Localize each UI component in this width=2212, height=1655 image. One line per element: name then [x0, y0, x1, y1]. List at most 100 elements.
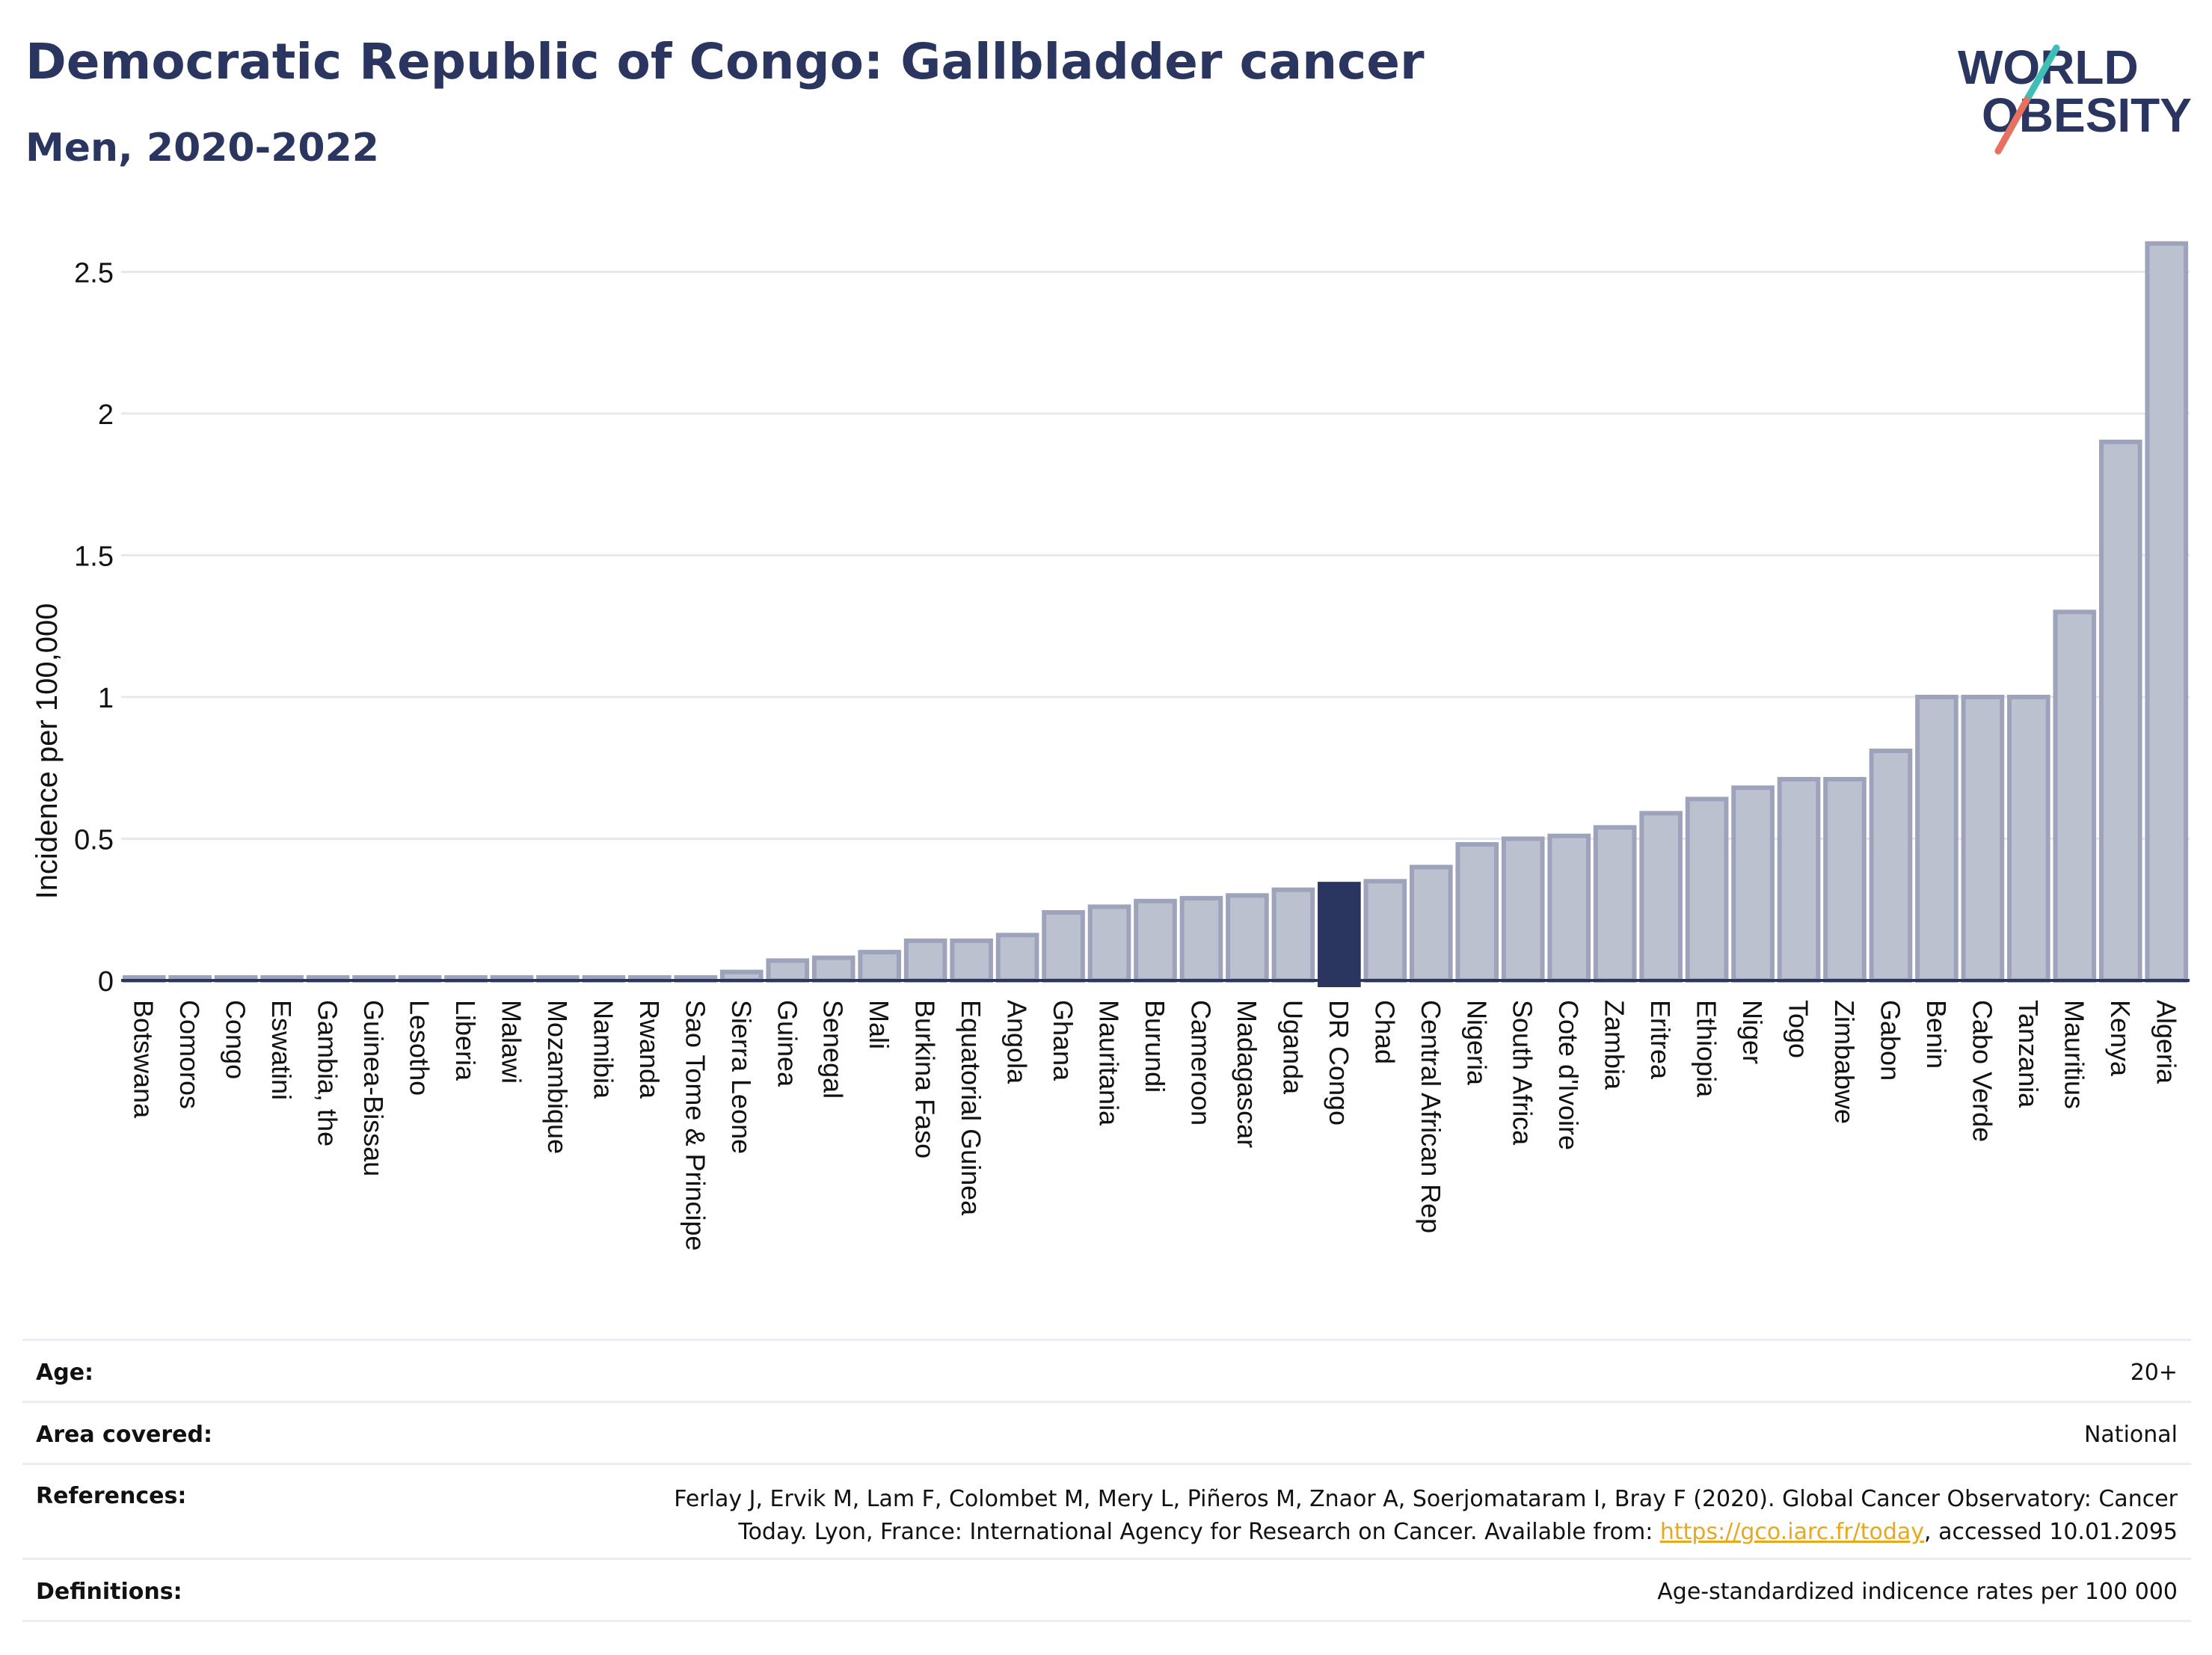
logo-slash-top: [2023, 44, 2060, 104]
x-tick-label: Namibia: [588, 1000, 618, 1099]
x-tick-label: Mali: [864, 1000, 894, 1049]
x-tick-label: Algeria: [2151, 1000, 2181, 1084]
references-link[interactable]: https://gco.iarc.fr/today: [1659, 1519, 1925, 1545]
x-tick-label: Cabo Verde: [1967, 1000, 1997, 1142]
x-tick-label: Zimbabwe: [1829, 1000, 1860, 1124]
footer-row-age: Age: 20+: [22, 1339, 2191, 1401]
x-tick-label: Gabon: [1875, 1000, 1905, 1081]
bar: [1455, 842, 1499, 983]
references-value: Ferlay J, Ervik M, Lam F, Colombet M, Me…: [674, 1483, 2178, 1549]
page-title: Democratic Republic of Congo: Gallbladde…: [25, 33, 1425, 90]
definitions-label: Definitions:: [36, 1579, 182, 1605]
x-tick-label: Ethiopia: [1692, 1000, 1722, 1098]
x-tick-label: Eritrea: [1645, 1000, 1676, 1080]
x-tick-label: Burundi: [1140, 1000, 1170, 1093]
references-label: References:: [36, 1483, 187, 1509]
x-tick-label: Sierra Leone: [726, 1000, 757, 1154]
area-label: Area covered:: [36, 1422, 212, 1448]
x-tick-label: Equatorial Guinea: [956, 1000, 986, 1216]
x-tick-label: Kenya: [2105, 1000, 2136, 1077]
references-line-1: Ferlay J, Ervik M, Lam F, Colombet M, Me…: [674, 1486, 2178, 1512]
bar: [2145, 241, 2189, 983]
x-tick-label: Botswana: [129, 1000, 159, 1119]
x-tick-label: Togo: [1784, 1000, 1814, 1058]
bar: [903, 938, 947, 983]
x-tick-label: Malawi: [496, 1000, 526, 1084]
x-tick-label: Tanzania: [2013, 1000, 2044, 1108]
x-tick-label: Zambia: [1600, 1000, 1630, 1090]
bar: [1685, 796, 1729, 983]
y-tick-label: 2.5: [74, 257, 114, 289]
references-accessed: , accessed 10.01.2095: [1924, 1519, 2178, 1545]
x-tick-label: DR Congo: [1324, 1000, 1354, 1126]
references-line-2: Today. Lyon, France: International Agenc…: [674, 1516, 2178, 1549]
x-tick-label: Liberia: [450, 1000, 481, 1081]
bar: [1777, 776, 1821, 983]
bar: [1823, 776, 1867, 983]
x-tick-label: Angola: [1002, 1000, 1033, 1084]
bar: [1042, 910, 1085, 983]
x-tick-label: Benin: [1921, 1000, 1952, 1069]
world-obesity-logo: WORLD OBESITY: [1958, 40, 2192, 155]
age-value: 20+: [2130, 1360, 2178, 1386]
bar: [1087, 904, 1131, 983]
x-tick-label: Cote d'Ivoire: [1553, 1000, 1584, 1150]
x-tick-label: Madagascar: [1232, 1000, 1262, 1148]
bar: [2007, 694, 2050, 983]
page-subtitle: Men, 2020-2022: [25, 126, 379, 171]
area-value: National: [2083, 1422, 2178, 1448]
bar: [1593, 825, 1637, 983]
chart-footer: Age: 20+ Area covered: National Referenc…: [22, 1339, 2191, 1622]
y-tick-label: 1: [98, 683, 114, 714]
bar: [1409, 865, 1453, 983]
bar: [950, 938, 993, 983]
footer-row-references: References: Ferlay J, Ervik M, Lam F, Co…: [22, 1463, 2191, 1558]
x-tick-label: Rwanda: [634, 1000, 665, 1099]
bar: [1961, 694, 2005, 983]
bar: [1271, 887, 1315, 983]
bar: [1363, 879, 1407, 983]
x-tick-label: Nigeria: [1461, 1000, 1492, 1086]
bar-highlight: [1318, 882, 1361, 988]
definitions-value: Age-standardized indicence rates per 100…: [1657, 1579, 2178, 1605]
x-tick-label: Niger: [1737, 1000, 1768, 1064]
x-tick-label: Comoros: [174, 1000, 205, 1109]
x-tick-label: Mauritius: [2059, 1000, 2089, 1109]
bar-chart: 0 0.5 1 1.5 2 2.5 Incidence per 100,000 Botswan…: [31, 241, 2190, 1251]
x-tick-label: Congo: [221, 1000, 251, 1079]
y-tick-label: 0.5: [74, 824, 114, 856]
bar: [2053, 610, 2097, 983]
x-tick-label: Gambia, the: [313, 1000, 343, 1146]
x-tick-label: Lesotho: [405, 1000, 435, 1096]
bar: [1915, 694, 1958, 983]
bar: [858, 950, 902, 983]
bar: [1179, 896, 1223, 983]
bar: [995, 933, 1039, 983]
age-label: Age:: [36, 1360, 94, 1386]
bar: [1134, 898, 1177, 983]
x-tick-label: Central African Rep: [1416, 1000, 1446, 1233]
bar: [1869, 749, 1913, 983]
bar: [2098, 439, 2142, 983]
bar: [766, 958, 810, 983]
x-tick-label: Chad: [1369, 1000, 1400, 1064]
bar: [1731, 785, 1775, 983]
y-tick-label: 0: [98, 966, 114, 998]
footer-row-area: Area covered: National: [22, 1401, 2191, 1463]
y-axis-label: Incidence per 100,000: [31, 604, 64, 900]
x-tick-label: South Africa: [1508, 1000, 1538, 1146]
x-tick-label: Guinea: [772, 1000, 802, 1087]
x-tick-label: Guinea-Bissau: [358, 1000, 389, 1176]
footer-row-definitions: Definitions: Age-standardized indicence …: [22, 1558, 2191, 1622]
x-tick-label: Sao Tome & Principe: [680, 1000, 710, 1251]
y-tick-label: 1.5: [74, 541, 114, 572]
y-tick-label: 2: [98, 399, 114, 431]
x-tick-label: Senegal: [818, 1000, 849, 1099]
logo-slash-bottom: [1994, 96, 2030, 155]
bar: [1639, 811, 1683, 983]
x-tick-label: Eswatini: [266, 1000, 297, 1100]
x-tick-label: Mozambique: [542, 1000, 573, 1154]
bar: [1501, 836, 1545, 983]
x-tick-label: Ghana: [1048, 1000, 1078, 1081]
bar: [1547, 833, 1591, 983]
